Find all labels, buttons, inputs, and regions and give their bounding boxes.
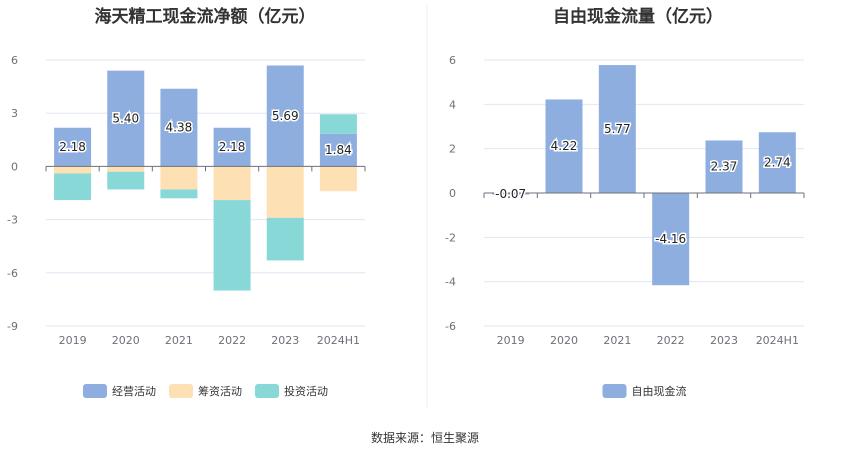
left-chart-y-tick-label: 3: [11, 107, 18, 120]
left-chart-bar-s1-2021: [160, 166, 198, 190]
left-chart-bar-s0-2019: [54, 127, 92, 167]
right-chart-bar-s0-2021: [598, 65, 636, 193]
left-chart-data-label: 2.18: [59, 140, 86, 154]
right-chart-bar-s0-2024H1: [758, 132, 796, 193]
right-chart-data-label: 5.77: [604, 122, 631, 136]
left-chart-y-tick-label: -3: [7, 214, 18, 227]
left-chart-data-label: 1.84: [325, 143, 352, 157]
right-chart-y-tick-label: 2: [449, 143, 456, 156]
left-chart-legend-label-0: 经营活动: [112, 384, 156, 398]
left-chart-bar-s1-2022: [213, 166, 251, 201]
right-chart-y-tick-label: 6: [449, 54, 456, 67]
left-chart-x-tick-label: 2022: [218, 334, 246, 347]
left-chart-legend: 经营活动 筹资活动 投资活动: [83, 384, 328, 398]
left-chart-y-tick-label: 0: [11, 160, 18, 173]
right-chart-data-label: 2.74: [764, 156, 791, 170]
right-chart-x-tick-label: 2020: [550, 334, 578, 347]
left-chart-bar-s0-2022: [213, 127, 251, 167]
left-chart-legend-label-2: 投资活动: [284, 384, 328, 398]
left-chart-bar-s2-2019: [54, 173, 92, 201]
left-chart-legend-swatch-1: [169, 384, 193, 398]
left-chart-legend-label-1: 筹资活动: [198, 384, 242, 398]
right-chart-bar-s0-2020: [545, 99, 583, 193]
left-chart-legend-swatch-0: [83, 384, 107, 398]
left-chart-data-label: 5.69: [272, 109, 299, 123]
right-chart-data-label: -0.07: [495, 187, 526, 201]
left-chart-bar-s2-2020: [107, 171, 145, 190]
right-chart-x-tick-label: 2024H1: [756, 334, 799, 347]
left-chart-plot: 6 3 0 -3 -6 -9 2.18 5.40 4.38 2.18 5.69 1.84 2019 202…: [7, 54, 366, 347]
right-chart-x-tick-label: 2023: [710, 334, 738, 347]
right-chart-data-label: 2.37: [711, 160, 738, 174]
left-chart-x-tick-label: 2024H1: [317, 334, 360, 347]
data-source-footer: 数据来源：恒生聚源: [371, 430, 479, 445]
left-chart-title: 海天精工现金流净额（亿元）: [95, 6, 316, 27]
right-chart-data-label: 4.22: [551, 139, 578, 153]
right-chart-y-tick-label: 4: [449, 98, 456, 111]
right-chart-bar-s0-2023: [705, 140, 743, 193]
left-chart-bar-s2-2022: [213, 200, 251, 291]
right-chart-data-label: -4.16: [655, 232, 686, 246]
right-chart-x-tick-label: 2021: [603, 334, 631, 347]
right-chart-y-tick-label: -4: [445, 276, 456, 289]
left-chart-bar-s0-2021: [160, 88, 198, 167]
left-chart-bar-s0-2024H1: [319, 133, 357, 167]
left-chart-bar-s1-2020: [107, 166, 145, 172]
left-chart-y-tick-label: -6: [7, 267, 18, 280]
right-chart-y-tick-label: -6: [445, 320, 456, 333]
left-chart-bar-s1-2023: [266, 166, 304, 218]
left-chart-bar-s0-2023: [266, 65, 304, 167]
left-chart-bar-s1-2019: [54, 166, 92, 174]
left-chart-y-tick-label: -9: [7, 320, 18, 333]
left-chart-data-label: 4.38: [166, 121, 193, 135]
left-chart-x-tick-label: 2019: [59, 334, 87, 347]
left-chart-bar-s2-2024H1: [319, 114, 357, 134]
left-chart-bar-s2-2021: [160, 189, 198, 199]
right-chart-legend-label-0: 自由现金流: [632, 384, 687, 398]
left-chart-data-label: 2.18: [219, 140, 246, 154]
right-chart-legend-swatch-0: [602, 384, 627, 398]
left-chart-bar-s0-2020: [107, 70, 145, 167]
right-chart-bar-s0-2019: [492, 193, 530, 195]
left-chart-x-tick-label: 2023: [271, 334, 299, 347]
right-chart-x-tick-label: 2022: [657, 334, 685, 347]
left-chart-x-tick-label: 2021: [165, 334, 193, 347]
left-chart-data-label: 5.40: [112, 112, 139, 126]
left-chart-y-tick-label: 6: [11, 54, 18, 67]
right-chart-title: 自由现金流量（亿元）: [553, 6, 723, 27]
left-chart-x-tick-label: 2020: [112, 334, 140, 347]
right-chart-bar-s0-2022: [652, 193, 690, 286]
right-chart-y-tick-label: 0: [449, 187, 456, 200]
right-chart-y-tick-label: -2: [445, 231, 456, 244]
left-chart-legend-swatch-2: [255, 384, 279, 398]
right-chart-plot: 6 4 2 0 -2 -4 -6 -0.07 4.22 5.77 -4.16 2.37 2.74 2019…: [445, 54, 805, 347]
right-chart-x-tick-label: 2019: [497, 334, 525, 347]
left-chart-bar-s1-2024H1: [319, 166, 357, 192]
right-chart-legend: 自由现金流: [602, 384, 687, 398]
left-chart-bar-s2-2023: [266, 217, 304, 261]
